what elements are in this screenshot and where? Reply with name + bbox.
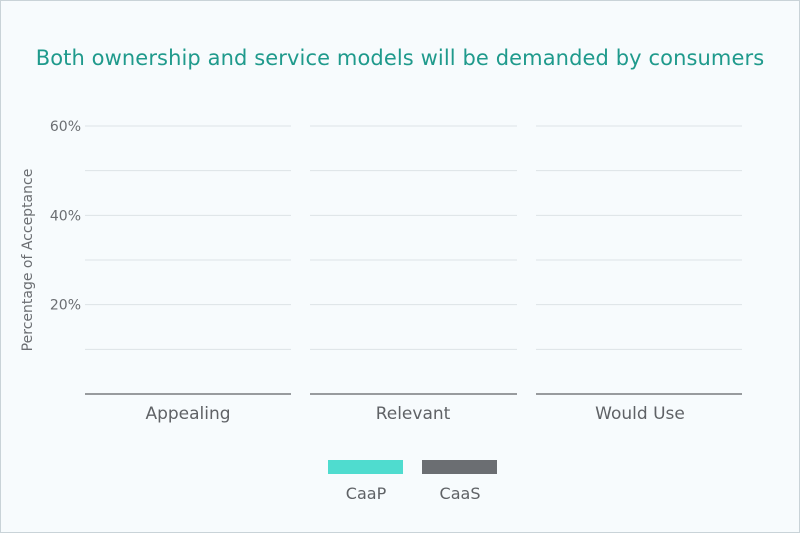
y-tick-label: 40%: [50, 208, 81, 224]
legend-label: CaaS: [440, 484, 481, 503]
legend-swatch: [422, 460, 497, 474]
y-axis-label: Percentage of Acceptance: [20, 169, 36, 352]
category-label: Would Use: [595, 404, 685, 424]
legend-swatch: [328, 460, 403, 474]
chart-title: Both ownership and service models will b…: [35, 46, 765, 70]
category-label: Appealing: [145, 404, 230, 424]
category-label: Relevant: [376, 404, 451, 424]
y-tick-label: 60%: [50, 119, 81, 135]
y-tick-label: 20%: [50, 298, 81, 314]
legend-label: CaaP: [346, 484, 387, 503]
